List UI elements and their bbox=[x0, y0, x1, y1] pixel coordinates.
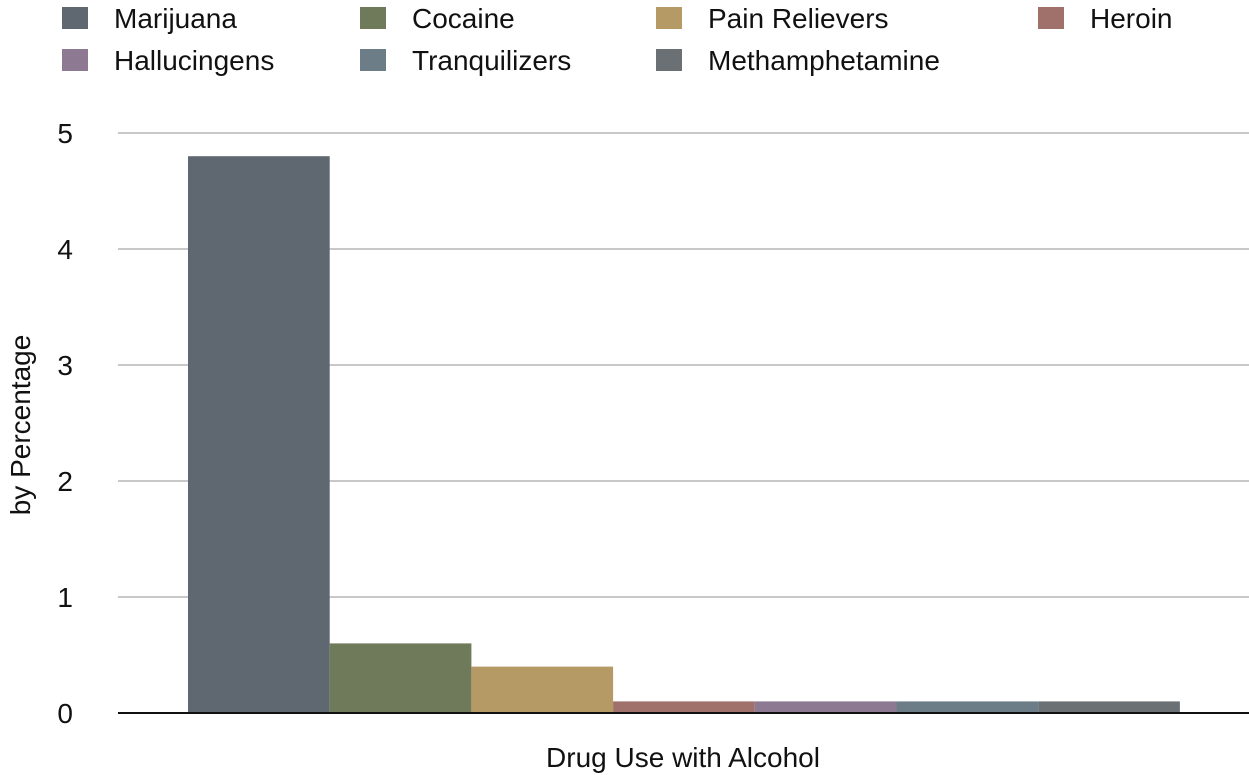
y-tick-label: 3 bbox=[57, 350, 73, 381]
bar-marijuana bbox=[188, 156, 330, 713]
legend-item-pain-relievers: Pain Relievers bbox=[656, 3, 889, 34]
legend-label: Cocaine bbox=[412, 3, 515, 34]
legend-label: Pain Relievers bbox=[708, 3, 889, 34]
y-tick-label: 1 bbox=[57, 582, 73, 613]
legend-item-tranquilizers: Tranquilizers bbox=[360, 45, 571, 76]
legend-item-heroin: Heroin bbox=[1038, 3, 1172, 34]
bar-heroin bbox=[613, 701, 755, 713]
legend-item-marijuana: Marijuana bbox=[62, 3, 237, 34]
legend-label: Heroin bbox=[1090, 3, 1172, 34]
y-axis-ticks: 0 1 2 3 4 5 bbox=[57, 118, 73, 729]
x-axis-title: Drug Use with Alcohol bbox=[546, 742, 820, 773]
legend-swatch bbox=[360, 7, 386, 29]
y-tick-label: 2 bbox=[57, 466, 73, 497]
legend-swatch bbox=[62, 7, 88, 29]
legend-swatch bbox=[360, 49, 386, 71]
y-tick-label: 4 bbox=[57, 234, 73, 265]
y-tick-label: 5 bbox=[57, 118, 73, 149]
legend-swatch bbox=[656, 7, 682, 29]
legend-label: Hallucingens bbox=[114, 45, 274, 76]
legend-label: Tranquilizers bbox=[412, 45, 571, 76]
legend-item-methamphetamine: Methamphetamine bbox=[656, 45, 940, 76]
y-tick-label: 0 bbox=[57, 698, 73, 729]
legend-swatch bbox=[1038, 7, 1064, 29]
bar-tranquilizers bbox=[896, 701, 1039, 713]
y-axis-title: by Percentage bbox=[5, 335, 36, 516]
bar-hallucingens bbox=[754, 701, 897, 713]
bar-pain-relievers bbox=[471, 666, 614, 713]
legend-label: Methamphetamine bbox=[708, 45, 940, 76]
legend-swatch bbox=[62, 49, 88, 71]
bar-methamphetamine bbox=[1038, 701, 1180, 713]
legend-item-cocaine: Cocaine bbox=[360, 3, 515, 34]
bar-cocaine bbox=[329, 643, 472, 713]
bars bbox=[188, 156, 1180, 713]
legend-item-hallucingens: Hallucingens bbox=[62, 45, 274, 76]
legend-swatch bbox=[656, 49, 682, 71]
legend-label: Marijuana bbox=[114, 3, 237, 34]
legend: Marijuana Cocaine Pain Relievers Heroin Hall… bbox=[62, 3, 1172, 76]
